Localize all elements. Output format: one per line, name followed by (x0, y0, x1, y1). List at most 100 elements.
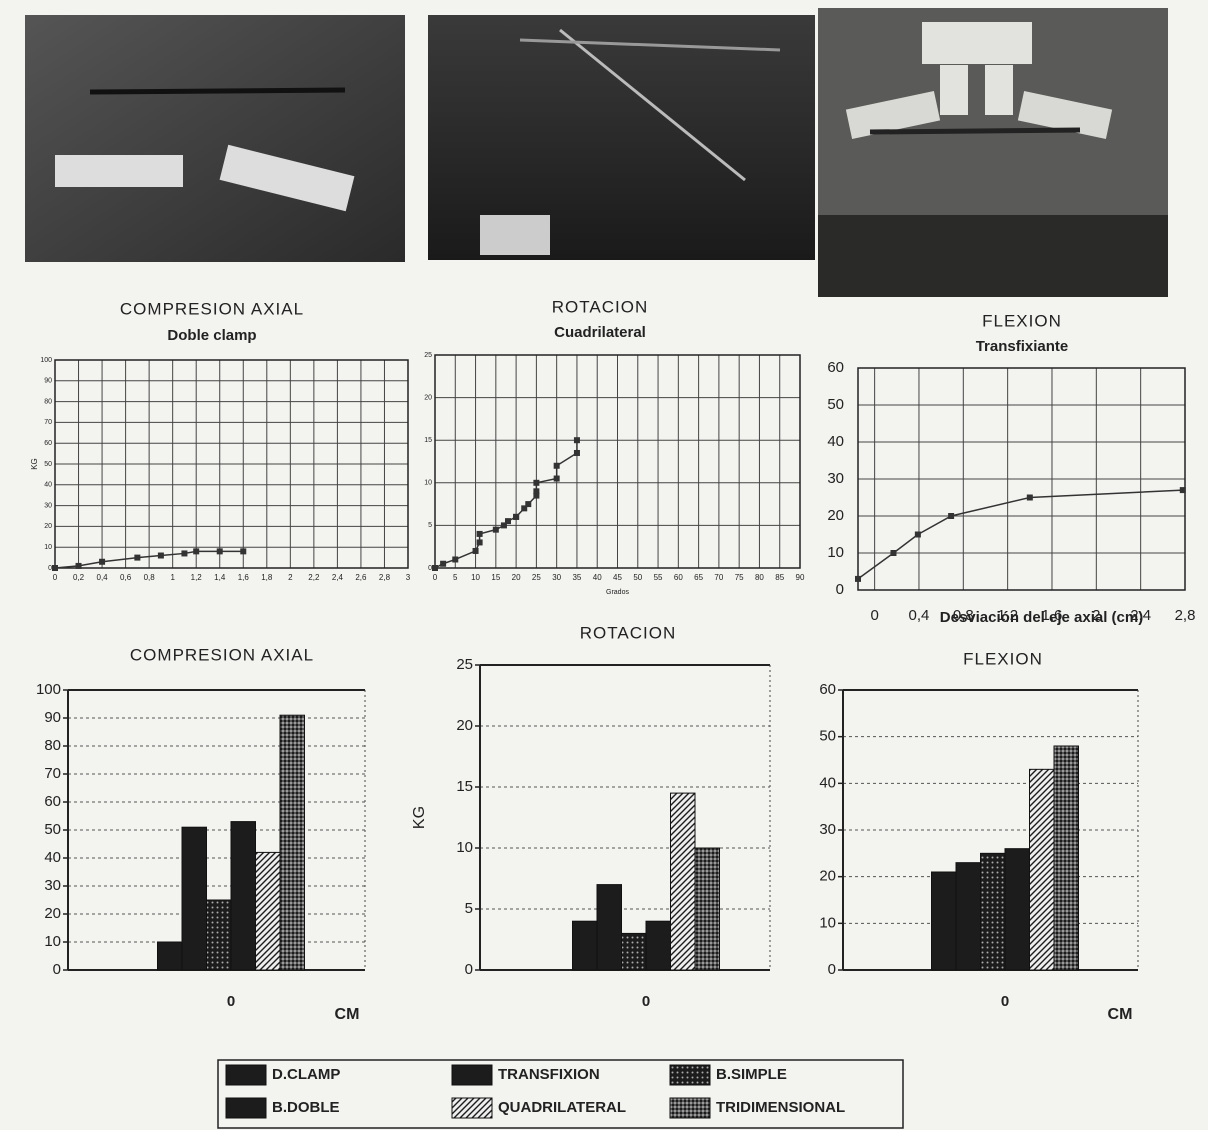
data-point (855, 576, 861, 582)
x-tick-label: 75 (735, 573, 744, 582)
data-point (890, 550, 896, 556)
x-tick-label: 3 (406, 573, 411, 582)
bar (646, 921, 671, 970)
x-axis-label: CM (1108, 1006, 1133, 1023)
x-tick-label: 15 (491, 573, 500, 582)
data-point (554, 476, 560, 482)
legend-swatch (452, 1098, 492, 1118)
x-tick-label: 2,4 (332, 573, 344, 582)
x-tick-label: 0 (1001, 993, 1009, 1010)
y-tick-label: 90 (44, 709, 61, 726)
x-tick-label: 1 (170, 573, 175, 582)
data-point (134, 555, 140, 561)
bar (597, 885, 622, 970)
bar (280, 715, 305, 970)
legend-swatch (670, 1065, 710, 1085)
y-tick-label: 50 (819, 728, 836, 745)
x-tick-label: 0 (642, 993, 650, 1010)
x-tick-label: 70 (714, 573, 723, 582)
data-point (513, 514, 519, 520)
x-tick-label: 50 (633, 573, 642, 582)
data-point (473, 548, 479, 554)
x-tick-label: 2,6 (355, 573, 367, 582)
x-tick-label: 40 (593, 573, 602, 582)
data-point (505, 518, 511, 524)
x-tick-label: 20 (512, 573, 521, 582)
data-point (76, 563, 82, 569)
x-tick-label: 85 (775, 573, 784, 582)
bar (182, 827, 207, 970)
legend-swatch (226, 1065, 266, 1085)
x-tick-label: 2,8 (379, 573, 391, 582)
y-tick-label: 50 (827, 396, 844, 413)
data-point (452, 556, 458, 562)
x-tick-label: 0 (870, 607, 878, 624)
x-tick-label: 55 (654, 573, 663, 582)
bar (1054, 746, 1079, 970)
x-tick-label: 0,6 (120, 573, 132, 582)
data-point (533, 488, 539, 494)
x-tick-label: 0,2 (73, 573, 85, 582)
data-point (554, 463, 560, 469)
y-tick-label: 0 (836, 581, 844, 598)
y-tick-label: 30 (44, 877, 61, 894)
data-point (525, 501, 531, 507)
y-tick-label: 15 (424, 437, 432, 444)
y-tick-label: 30 (44, 502, 52, 509)
y-tick-label: 10 (44, 544, 52, 551)
y-tick-label: 50 (44, 461, 52, 468)
x-tick-label: 2,8 (1175, 607, 1196, 624)
bar (1030, 769, 1055, 970)
chart-title: ROTACION (552, 297, 648, 316)
chart-subtitle: Cuadrilateral (554, 324, 646, 341)
bar (1005, 849, 1030, 970)
x-tick-label: 2 (288, 573, 293, 582)
x-tick-label: 60 (674, 573, 683, 582)
data-point (240, 548, 246, 554)
x-tick-label: 1,4 (214, 573, 226, 582)
x-tick-label: 1,2 (191, 573, 203, 582)
y-axis-label: KG (411, 806, 428, 829)
bar (158, 942, 183, 970)
x-tick-label: 1,6 (238, 573, 250, 582)
legend-label: TRANSFIXION (498, 1066, 600, 1083)
y-tick-label: 60 (44, 440, 52, 447)
chart-title: ROTACION (580, 623, 676, 642)
data-point (99, 559, 105, 565)
chart-subtitle: Doble clamp (167, 327, 256, 344)
data-point (477, 531, 483, 537)
x-tick-label: 10 (471, 573, 480, 582)
bar (671, 793, 696, 970)
bar (622, 933, 647, 970)
y-tick-label: 40 (819, 774, 836, 791)
y-tick-label: 60 (44, 793, 61, 810)
y-tick-label: 25 (424, 352, 432, 359)
x-axis-label: Desviación del eje axial (cm) (940, 609, 1143, 626)
chart-title: COMPRESION AXIAL (130, 645, 314, 664)
legend-label: D.CLAMP (272, 1066, 340, 1083)
data-point (432, 565, 438, 571)
y-tick-label: 30 (827, 470, 844, 487)
y-tick-label: 20 (819, 868, 836, 885)
y-tick-label: 10 (424, 480, 432, 487)
y-tick-label: 90 (44, 378, 52, 385)
y-tick-label: 20 (424, 394, 432, 401)
x-tick-label: 30 (552, 573, 561, 582)
y-tick-label: 40 (44, 482, 52, 489)
x-tick-label: 2,2 (308, 573, 320, 582)
x-tick-label: 1,8 (261, 573, 273, 582)
bar (207, 900, 232, 970)
data-point (915, 532, 921, 538)
chart-subtitle: Transfixiante (976, 338, 1069, 355)
y-tick-label: 50 (44, 821, 61, 838)
x-tick-label: 0,4 (97, 573, 109, 582)
y-tick-label: 20 (456, 717, 473, 734)
bar (956, 863, 981, 970)
data-line (435, 440, 577, 568)
data-point (533, 480, 539, 486)
y-tick-label: 60 (827, 359, 844, 376)
x-tick-label: 25 (532, 573, 541, 582)
x-tick-label: 65 (694, 573, 703, 582)
y-axis-label: KG (30, 458, 39, 470)
data-point (181, 550, 187, 556)
